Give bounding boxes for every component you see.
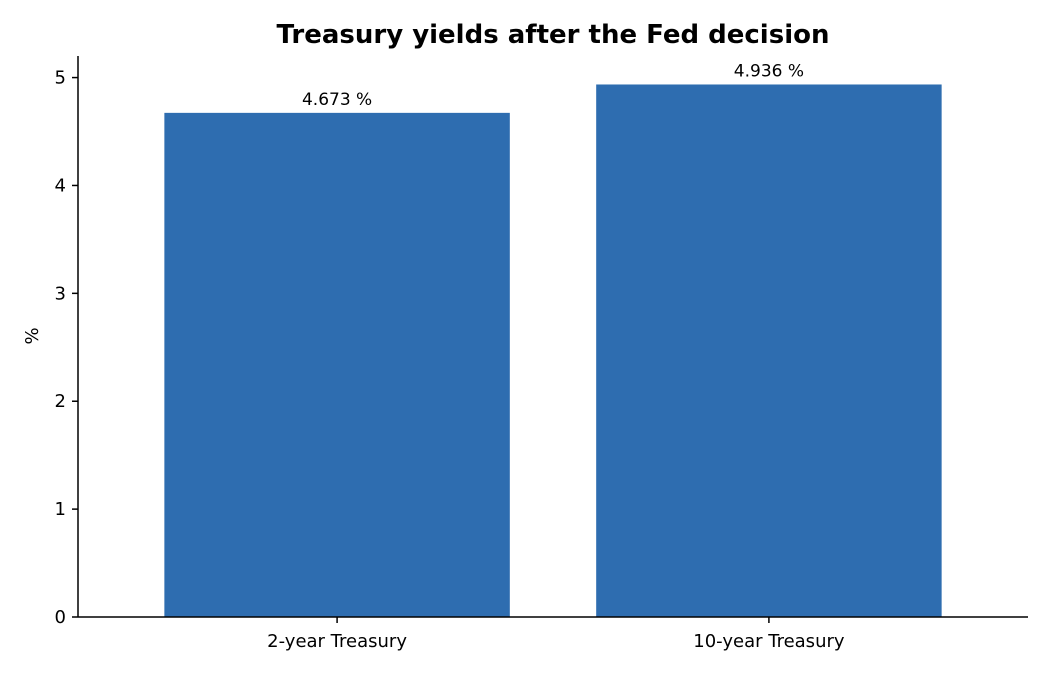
- y-tick-label: 4: [55, 175, 66, 196]
- x-tick-label: 10-year Treasury: [693, 631, 845, 652]
- bar-data-label: 4.673 %: [302, 90, 372, 110]
- bars: 4.673 % 4.936 %: [164, 61, 942, 617]
- y-axis-label: %: [22, 327, 43, 344]
- x-tick-label: 2-year Treasury: [267, 631, 407, 652]
- y-axis-ticks: 0 1 2 3 4 5: [55, 68, 78, 628]
- x-axis-ticks: 2-year Treasury 10-year Treasury: [267, 617, 845, 652]
- y-tick-label: 1: [55, 499, 66, 520]
- y-tick-label: 0: [55, 607, 66, 628]
- bar: [596, 84, 942, 617]
- bar-data-label: 4.936 %: [734, 61, 804, 81]
- y-tick-label: 3: [55, 283, 66, 304]
- bar: [164, 112, 510, 617]
- chart-title: Treasury yields after the Fed decision: [277, 20, 830, 50]
- y-tick-label: 5: [55, 68, 66, 89]
- y-tick-label: 2: [55, 391, 66, 412]
